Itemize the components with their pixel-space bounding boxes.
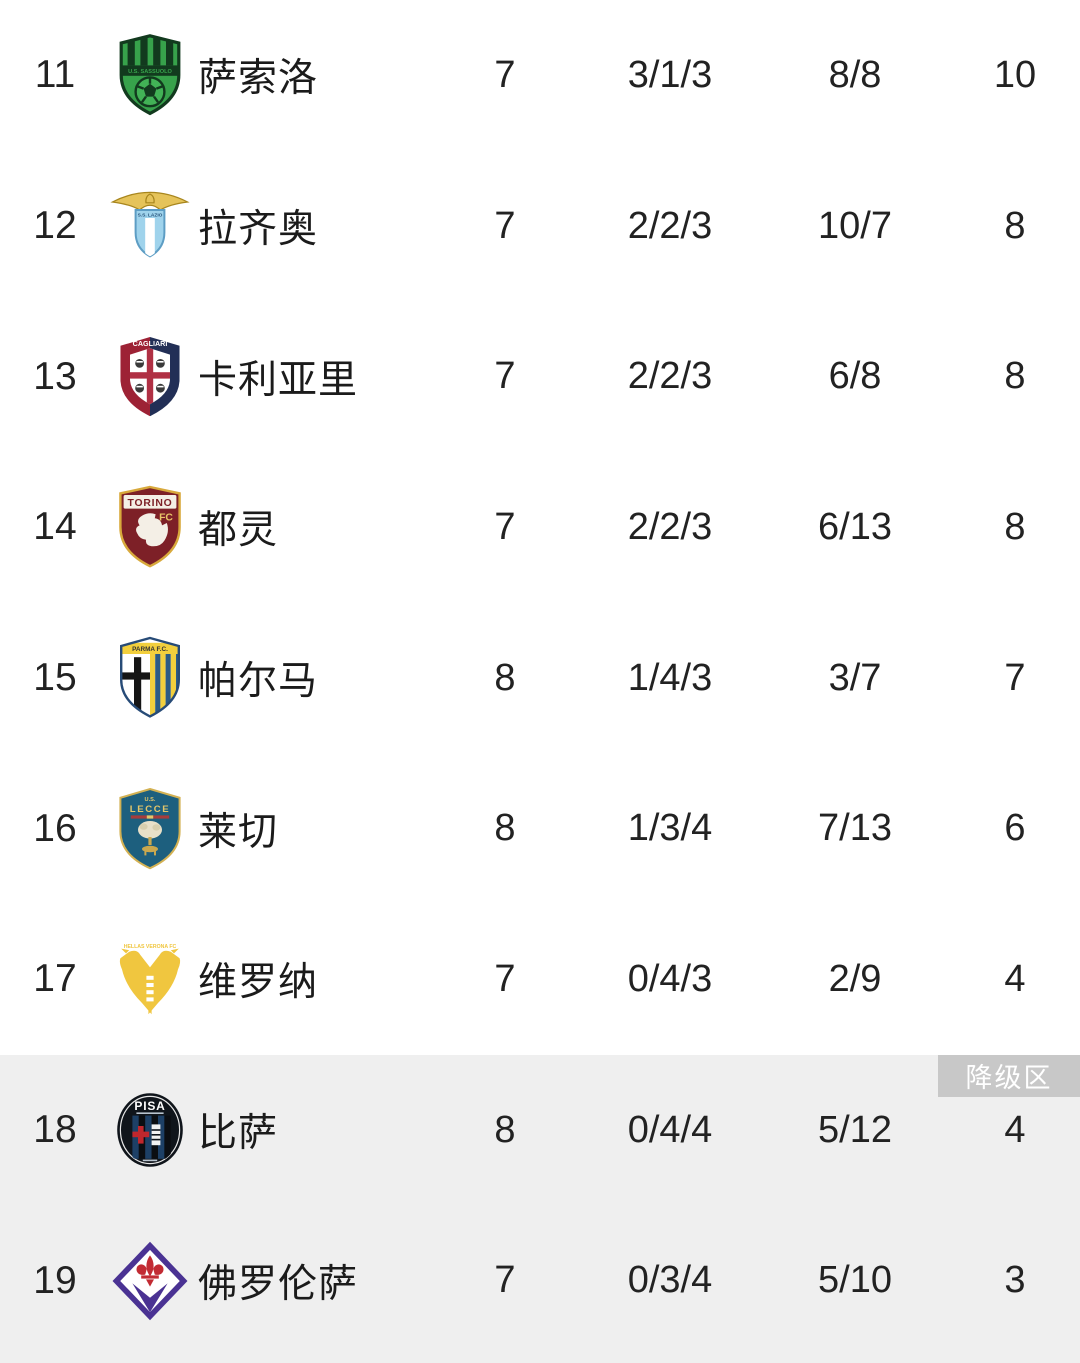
table-row[interactable]: 14 TORINO FC 都灵 7 2/2/3 6/13 8 [0, 452, 1080, 603]
svg-text:U.S. SASSUOLO: U.S. SASSUOLO [128, 69, 172, 75]
played-cell: 7 [494, 355, 516, 398]
svg-text:FC: FC [159, 513, 173, 524]
team-name: 都灵 [198, 509, 279, 553]
points-cell: 7 [1004, 656, 1026, 699]
rank-cell: 15 [33, 656, 77, 700]
goals-cell: 6/13 [818, 505, 892, 548]
rank-cell: 18 [33, 1108, 77, 1152]
svg-text:PARMA F.C.: PARMA F.C. [132, 646, 168, 653]
svg-text:LECCE: LECCE [130, 804, 171, 815]
table-row[interactable]: 19 佛罗伦萨 7 0/3/4 5/10 3 [0, 1206, 1080, 1357]
svg-text:PISA: PISA [134, 1099, 165, 1113]
team-name: 维罗纳 [198, 961, 319, 1005]
wdl-cell: 1/4/3 [627, 656, 713, 699]
wdl-cell: 0/4/4 [627, 1108, 713, 1151]
cagliari-badge-icon: CAGLIARI [110, 332, 190, 422]
points-cell: 8 [1004, 355, 1026, 398]
wdl-cell: 1/3/4 [627, 807, 713, 850]
goals-cell: 3/7 [828, 656, 882, 699]
relegation-zone-section: 降级区 18 PISA [0, 1054, 1080, 1363]
team-name: 比萨 [198, 1112, 279, 1156]
team-name: 卡利亚里 [198, 358, 359, 402]
team-name: 莱切 [198, 810, 279, 854]
goals-cell: 8/8 [828, 53, 882, 96]
points-cell: 4 [1004, 1108, 1026, 1151]
svg-text:TORINO: TORINO [127, 498, 172, 509]
svg-text:U.S.: U.S. [145, 797, 156, 803]
parma-badge-icon: PARMA F.C. [110, 633, 190, 723]
points-cell: 3 [1004, 1259, 1026, 1302]
rank-cell: 11 [34, 53, 76, 97]
played-cell: 7 [494, 957, 516, 1000]
lecce-badge-icon: U.S. LECCE [110, 784, 190, 874]
rank-cell: 12 [33, 204, 77, 248]
points-cell: 8 [1004, 204, 1026, 247]
table-row[interactable]: 11 U.S. SASSUOLO [0, 0, 1080, 151]
points-cell: 6 [1004, 807, 1026, 850]
fiorentina-badge-icon [110, 1236, 190, 1326]
rank-cell: 17 [33, 957, 77, 1001]
played-cell: 8 [494, 807, 516, 850]
points-cell: 8 [1004, 505, 1026, 548]
wdl-cell: 0/3/4 [627, 1259, 713, 1302]
table-row[interactable]: 17 HELLAS VERONA FC 维罗纳 7 0/4/3 2/9 4 [0, 904, 1080, 1055]
torino-badge-icon: TORINO FC [110, 482, 190, 572]
wdl-cell: 2/2/3 [627, 355, 713, 398]
played-cell: 7 [494, 204, 516, 247]
table-row[interactable]: 13 [0, 301, 1080, 452]
svg-text:CAGLIARI: CAGLIARI [133, 339, 168, 348]
goals-cell: 6/8 [828, 355, 882, 398]
goals-cell: 5/12 [818, 1108, 892, 1151]
team-name: 佛罗伦萨 [198, 1262, 359, 1306]
safe-zone-section: 11 U.S. SASSUOLO [0, 0, 1080, 1055]
goals-cell: 7/13 [818, 807, 892, 850]
goals-cell: 10/7 [818, 204, 892, 247]
wdl-cell: 0/4/3 [627, 957, 713, 1000]
pisa-badge-icon: PISA [110, 1085, 190, 1175]
rank-cell: 19 [33, 1258, 77, 1302]
rank-cell: 14 [33, 505, 77, 549]
table-row[interactable]: 12 S.S. LAZIO 拉齐奥 7 2/2/3 10/7 8 [0, 151, 1080, 302]
wdl-cell: 2/2/3 [627, 505, 713, 548]
lazio-badge-icon: S.S. LAZIO [110, 181, 190, 271]
wdl-cell: 2/2/3 [627, 204, 713, 247]
sassuolo-badge-icon: U.S. SASSUOLO [110, 30, 190, 120]
team-name: 帕尔马 [198, 660, 319, 704]
svg-text:HELLAS VERONA FC: HELLAS VERONA FC [124, 944, 177, 950]
played-cell: 7 [494, 505, 516, 548]
rank-cell: 13 [33, 354, 77, 398]
goals-cell: 2/9 [828, 957, 882, 1000]
wdl-cell: 3/1/3 [627, 53, 713, 96]
relegation-zone-badge: 降级区 [938, 1054, 1080, 1097]
verona-badge-icon: HELLAS VERONA FC [110, 932, 190, 1026]
points-cell: 4 [1004, 957, 1026, 1000]
goals-cell: 5/10 [818, 1259, 892, 1302]
points-cell: 10 [993, 53, 1037, 96]
rank-cell: 16 [33, 806, 77, 850]
team-name: 拉齐奥 [198, 208, 319, 252]
played-cell: 7 [494, 1259, 516, 1302]
table-row[interactable]: 16 U.S. LECCE 莱切 8 1 [0, 753, 1080, 904]
table-row[interactable]: 15 [0, 603, 1080, 754]
team-name: 萨索洛 [198, 57, 319, 101]
played-cell: 7 [494, 53, 516, 96]
table-row[interactable]: 18 PISA [0, 1055, 1080, 1206]
svg-text:S.S. LAZIO: S.S. LAZIO [138, 212, 163, 218]
played-cell: 8 [494, 1108, 516, 1151]
played-cell: 8 [494, 656, 516, 699]
